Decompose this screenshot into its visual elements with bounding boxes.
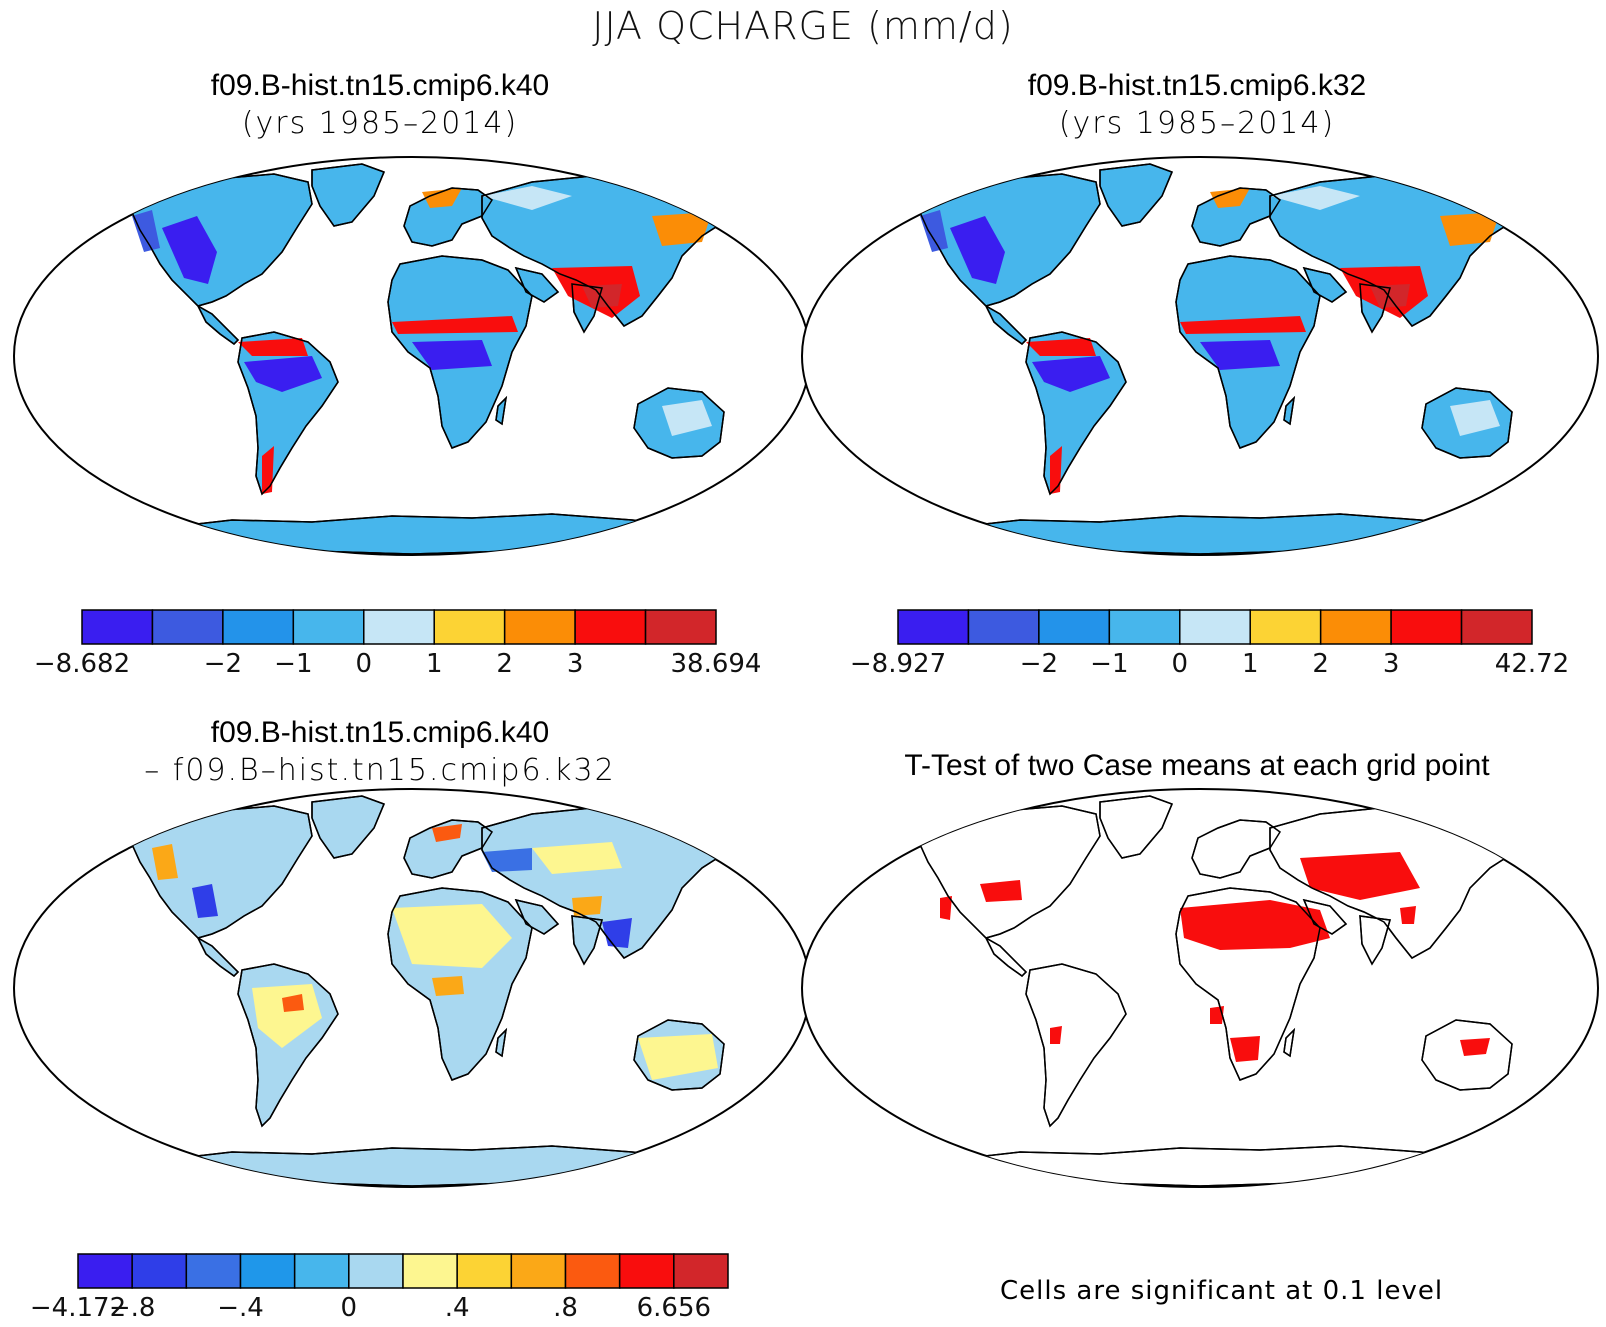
colorbar-swatch xyxy=(897,609,970,645)
panel-title-line1: f09.B-hist.tn15.cmip6.k40 xyxy=(210,69,550,102)
colorbar-swatch xyxy=(222,609,295,645)
colorbar-swatch xyxy=(1038,609,1111,645)
colorbar-tick-label: 3 xyxy=(567,649,584,678)
colorbar-swatch xyxy=(644,609,717,645)
colorbar-swatch xyxy=(1249,609,1322,645)
colorbar-tick-label: 6.656 xyxy=(637,1293,711,1322)
colorbar-swatch xyxy=(81,609,154,645)
colorbar-swatch xyxy=(456,1253,513,1289)
panel-title-line1: T-Test of two Case means at each grid po… xyxy=(904,749,1490,782)
colorbar-swatch xyxy=(293,1253,350,1289)
colorbar-tick-label: 0 xyxy=(1172,649,1189,678)
colorbar-swatch xyxy=(673,1253,729,1289)
colorbar-swatch xyxy=(967,609,1040,645)
colorbar-k32: −8.927 −2 −1 0 1 2 3 42.72 xyxy=(850,609,1569,678)
colorbar-tick-label: −8.682 xyxy=(34,649,130,678)
colorbar-swatch xyxy=(1460,609,1533,645)
panel-title-line2: – f09.B–hist.tn15.cmip6.k32 xyxy=(144,753,616,788)
colorbar-swatch xyxy=(363,609,435,645)
colorbar-swatch xyxy=(348,1253,404,1289)
colorbar-swatch xyxy=(292,609,365,645)
panel-title-line2: (yrs 1985–2014) xyxy=(241,106,519,141)
colorbar-swatch xyxy=(503,609,576,645)
colorbar-tick-label: 0 xyxy=(341,1293,358,1322)
colorbar-swatch xyxy=(618,1253,675,1289)
colorbar-swatch xyxy=(564,1253,621,1289)
colorbar-tick-label: −1 xyxy=(1090,649,1128,678)
panel-title-line1: f09.B-hist.tn15.cmip6.k32 xyxy=(1027,69,1367,102)
colorbar-swatch xyxy=(1390,609,1463,645)
map-ttest xyxy=(801,788,1599,1188)
map-k32 xyxy=(801,156,1599,556)
colorbar-tick-label: 2 xyxy=(496,649,513,678)
main-title: JJA QCHARGE (mm/d) xyxy=(592,4,1014,48)
colorbar-swatch xyxy=(402,1253,458,1289)
colorbar-tick-label: .4 xyxy=(445,1293,470,1322)
colorbar-swatch xyxy=(1108,609,1181,645)
colorbar-swatch xyxy=(574,609,647,645)
colorbar-swatch xyxy=(433,609,506,645)
colorbar-tick-label: −2 xyxy=(204,649,242,678)
colorbar-tick-label: −1 xyxy=(274,649,312,678)
colorbar-tick-label: −4.172 xyxy=(30,1293,126,1322)
map-k40 xyxy=(13,156,811,556)
panel-title-ttest: T-Test of two Case means at each grid po… xyxy=(817,748,1577,784)
panel-title-k32: f09.B-hist.tn15.cmip6.k32 (yrs 1985–2014… xyxy=(817,68,1577,144)
map-diff xyxy=(13,788,811,1188)
panel-title-line1: f09.B-hist.tn15.cmip6.k40 xyxy=(210,716,550,749)
panel-title-line2: (yrs 1985–2014) xyxy=(1058,106,1336,141)
colorbar-k40: −8.682 −2 −1 0 1 2 3 38.694 xyxy=(34,609,762,678)
colorbar-swatch xyxy=(510,1253,567,1289)
colorbar-tick-label: −2 xyxy=(1020,649,1058,678)
colorbar-swatch xyxy=(151,609,224,645)
significance-note: Cells are significant at 0.1 level xyxy=(1000,1276,1444,1306)
colorbar-swatch xyxy=(239,1253,296,1289)
colorbar-swatch xyxy=(1179,609,1251,645)
colorbar-tick-label: 38.694 xyxy=(671,649,762,678)
colorbar-tick-label: −.8 xyxy=(109,1293,156,1322)
colorbar-tick-label: 1 xyxy=(1242,649,1259,678)
panel-title-diff: f09.B-hist.tn15.cmip6.k40 – f09.B–hist.t… xyxy=(0,715,760,791)
colorbar-tick-label: 2 xyxy=(1312,649,1329,678)
colorbar-tick-label: −.4 xyxy=(217,1293,264,1322)
colorbar-tick-label: 1 xyxy=(426,649,443,678)
colorbar-tick-label: 3 xyxy=(1383,649,1400,678)
colorbar-swatch xyxy=(77,1253,133,1289)
colorbar-diff: −4.172−.8 −.4 0 .4 .8 6.656 xyxy=(30,1253,729,1322)
colorbar-swatch xyxy=(1319,609,1392,645)
colorbar-tick-label: 0 xyxy=(356,649,373,678)
panel-title-k40: f09.B-hist.tn15.cmip6.k40 (yrs 1985–2014… xyxy=(0,68,760,144)
colorbar-tick-label: .8 xyxy=(553,1293,578,1322)
colorbar-swatch xyxy=(185,1253,242,1289)
colorbar-tick-label: −8.927 xyxy=(850,649,946,678)
colorbar-swatch xyxy=(131,1253,188,1289)
colorbar-tick-label: 42.72 xyxy=(1495,649,1569,678)
